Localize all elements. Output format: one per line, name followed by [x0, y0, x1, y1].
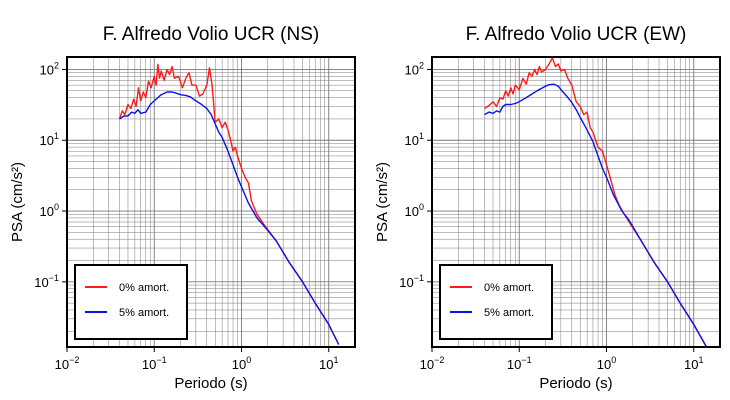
x-tick-label: 101	[319, 355, 338, 372]
plot-frame	[431, 56, 721, 348]
legend-box	[439, 264, 553, 340]
y-tick-label: 101	[40, 131, 59, 148]
series-line-damped	[484, 83, 708, 348]
chart-title: F. Alfredo Volio UCR (EW)	[466, 24, 687, 45]
x-axis-label: Periodo (s)	[174, 375, 247, 392]
x-axis-label: Periodo (s)	[539, 375, 612, 392]
x-tick-label: 10−2	[55, 355, 80, 372]
chart-ew: F. Alfredo Volio UCR (EW) 10−2 10−1 100 101 1…	[374, 24, 721, 392]
chart-ns: F. Alfredo Volio UCR (NS) 10−2 10−1 100 101 1…	[9, 24, 356, 392]
y-axis-label: PSA (cm/s²)	[9, 162, 26, 242]
y-tick-label: 100	[40, 202, 59, 219]
legend-label: 0% amort.	[119, 282, 169, 294]
series-line-damped	[119, 91, 340, 345]
legend-label: 5% amort.	[119, 307, 169, 319]
y-tick-label: 100	[405, 202, 424, 219]
chart-title: F. Alfredo Volio UCR (NS)	[103, 24, 319, 45]
x-tick-label: 10−1	[142, 355, 167, 372]
x-tick-label: 10−1	[507, 355, 532, 372]
legend-box	[74, 264, 188, 340]
y-tick-label: 102	[405, 60, 424, 77]
grid	[431, 57, 721, 347]
y-tick-label: 102	[40, 60, 59, 77]
legend: 0% amort. 5% amort.	[74, 264, 188, 340]
grid	[66, 57, 356, 347]
y-tick-label: 10−1	[399, 273, 424, 290]
x-tick-label: 101	[684, 355, 703, 372]
y-axis-label: PSA (cm/s²)	[374, 162, 391, 242]
y-tick-label: 10−1	[34, 273, 59, 290]
y-tick-label: 101	[405, 131, 424, 148]
x-tick-label: 100	[597, 355, 616, 372]
plot-frame	[66, 56, 356, 348]
legend-label: 0% amort.	[484, 282, 534, 294]
series-line-undamped	[118, 63, 340, 345]
x-tick-label: 10−2	[420, 355, 445, 372]
x-tick-label: 100	[232, 355, 251, 372]
legend: 0% amort. 5% amort.	[439, 264, 553, 340]
legend-label: 5% amort.	[484, 307, 534, 319]
